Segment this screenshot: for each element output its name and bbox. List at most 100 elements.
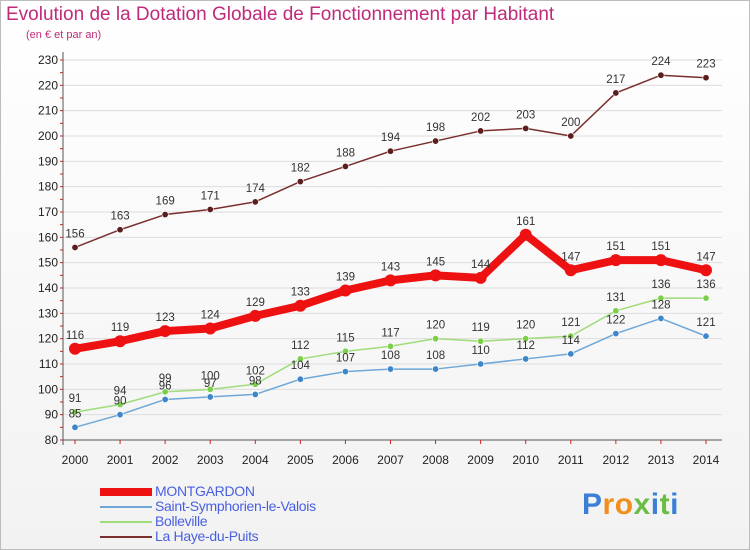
data-point [477,337,485,345]
data-label: 145 [426,256,445,268]
logo-letter: i [650,488,660,521]
data-label: 143 [381,261,400,273]
x-tick-label: 2012 [603,453,630,467]
data-label: 151 [606,241,625,253]
legend-item-la-haye-du-puits[interactable]: La Haye-du-Puits [100,528,400,545]
data-point [114,335,127,348]
data-label: 188 [336,147,355,159]
data-label: 136 [696,279,715,291]
data-label: 217 [606,74,625,86]
data-point [654,254,667,267]
x-tick-label: 2010 [512,453,539,467]
data-point [159,325,172,338]
data-label: 108 [381,350,400,362]
x-tick-label: 2000 [62,453,89,467]
logo-letter: P [582,488,603,521]
legend-label-la-haye-du-puits: La Haye-du-Puits [155,528,259,544]
data-label: 174 [246,183,266,195]
data-label: 194 [381,132,401,144]
data-point [519,228,532,241]
y-tick-label: 170 [38,205,58,219]
data-point [386,147,394,155]
y-tick-label: 220 [38,78,58,92]
data-label: 122 [606,315,625,327]
data-point [116,411,124,419]
data-point [341,162,349,170]
data-point [294,299,307,312]
series-la-haye-du-puits: 156 163 169 171 174 182 188 194 198 202 203 200 217 2… [65,56,716,251]
x-tick-label: 2007 [377,453,404,467]
data-label: 200 [561,117,580,129]
data-point [429,269,442,282]
x-tick-label: 2014 [693,453,720,467]
data-point [522,355,530,363]
data-label: 203 [516,109,535,121]
x-tick-label: 2008 [422,453,449,467]
x-tick-label: 2005 [287,453,314,467]
data-label: 151 [651,241,670,253]
data-point [522,124,530,132]
data-point [296,178,304,186]
data-label: 224 [651,56,671,68]
data-label: 121 [696,317,715,329]
data-point [339,284,352,297]
data-point [564,264,577,277]
data-label: 161 [516,216,535,228]
x-tick-label: 2009 [467,453,494,467]
data-point [700,264,712,277]
data-point [296,375,304,383]
data-point [341,368,349,376]
data-label: 128 [651,299,670,311]
data-label: 147 [696,251,715,263]
y-tick-label: 210 [38,104,58,118]
data-label: 120 [516,320,535,332]
logo-letter: r [602,488,615,521]
data-point [384,274,397,287]
data-point [161,395,169,403]
chart-subtitle: (en € et par an) [26,29,102,41]
y-tick-label: 150 [38,256,58,270]
chart-title: Evolution de la Dotation Globale de Fonc… [6,4,555,25]
data-label: 104 [291,360,311,372]
data-label: 131 [606,292,625,304]
data-point [612,89,620,97]
legend-item-montgardon[interactable]: MONTGARDON [100,483,400,500]
data-label: 133 [291,287,310,299]
data-point [116,226,124,234]
data-label: 139 [336,272,355,284]
data-label: 171 [201,190,220,202]
legend-item-saint-symphorien[interactable]: Saint-Symphorien-le-Valois [100,498,400,515]
data-point [702,294,710,302]
data-label: 119 [111,322,129,334]
data-point [386,365,394,373]
data-point [657,314,665,322]
data-label: 223 [696,59,715,71]
data-label: 202 [471,112,490,124]
data-point [612,307,620,315]
y-tick-label: 160 [38,230,58,244]
data-label: 120 [426,320,445,332]
x-tick-label: 2004 [242,453,269,467]
y-tick-label: 190 [38,154,58,168]
legend-swatch-montgardon [100,488,152,496]
data-label: 116 [66,330,84,342]
logo-letter: x [633,488,651,521]
data-label: 90 [114,396,127,408]
legend-item-bolleville[interactable]: Bolleville [100,513,400,530]
x-tick-label: 2011 [558,453,584,467]
data-label: 121 [561,317,580,329]
data-label: 91 [69,393,82,405]
data-point [251,198,259,206]
data-point [71,423,79,431]
y-tick-label: 140 [38,281,58,295]
y-tick-label: 100 [38,382,58,396]
data-point [702,332,710,340]
data-point [71,408,79,416]
data-point [296,355,304,363]
data-label: 85 [69,408,82,420]
data-point [432,335,440,343]
data-label: 198 [426,122,445,134]
data-label: 99 [159,373,172,385]
data-point [161,211,169,219]
